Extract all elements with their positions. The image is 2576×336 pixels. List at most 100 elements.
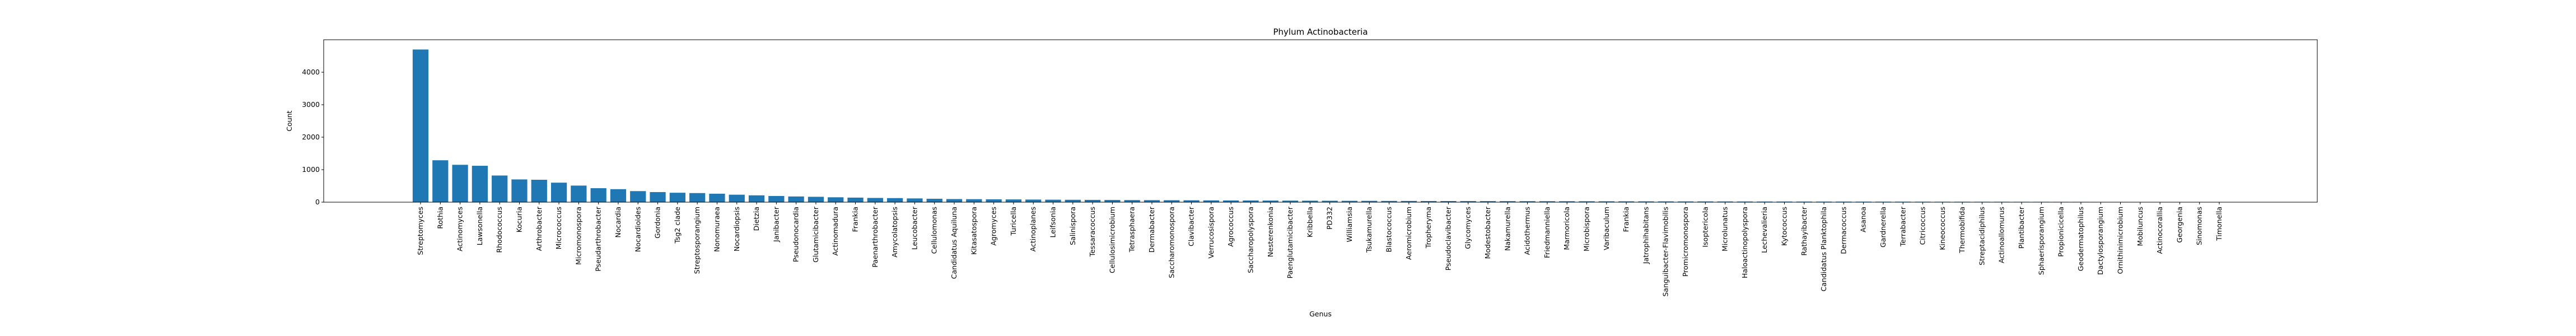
x-tick-label: Dermacoccus	[1839, 207, 1847, 254]
y-axis: 0 1000 2000 3000 4000	[302, 68, 324, 206]
x-tick-label: Microlunatus	[1721, 207, 1729, 251]
bar	[1381, 200, 1397, 202]
x-tick-label: Amycolatopsis	[890, 207, 899, 258]
x-tick-label: Dermabacter	[1147, 206, 1156, 253]
bar	[1341, 200, 1358, 202]
x-tick-label: Actinocorallia	[2155, 207, 2164, 254]
x-tick-label: Promicromonospora	[1681, 207, 1690, 277]
x-tick-label: Saccharopolyspora	[1246, 207, 1254, 273]
chart-title: Phylum Actinobacteria	[1273, 27, 1368, 37]
x-tick-label: Cellulomonas	[930, 207, 939, 254]
x-tick-label: Kineococcus	[1938, 207, 1947, 250]
bar	[808, 197, 824, 202]
x-tick-label: Nesterenkonia	[1266, 207, 1275, 257]
x-tick-label: Candidatus Planktophila	[1819, 207, 1828, 291]
bar	[768, 195, 785, 202]
x-tick-label: Microbispora	[1583, 207, 1591, 251]
bar	[1421, 200, 1437, 202]
x-tick-label: Isoptericola	[1701, 207, 1709, 248]
bar	[946, 199, 963, 202]
x-tick-label: Terrabacter	[1898, 206, 1907, 247]
x-tick-label: Candidatus Aquiluna	[950, 207, 958, 279]
x-tick-label: Actinomadura	[831, 207, 839, 256]
x-tick-label: Rhodococcus	[495, 207, 503, 253]
x-tick-label: Modestobacter	[1483, 206, 1492, 259]
x-tick-label: Micromonospora	[574, 207, 582, 265]
x-tick-label: Rathayibacter	[1800, 206, 1808, 255]
y-axis-label: Count	[285, 110, 293, 131]
bar	[867, 198, 883, 202]
bar	[788, 196, 804, 202]
bar	[1579, 201, 1595, 202]
x-tick-label: Varibaculum	[1602, 207, 1611, 250]
x-tick-label: Timonella	[2215, 207, 2223, 241]
x-tick-label: PD332	[1326, 207, 1334, 230]
x-axis: Streptomyces Rothia Actinomyces Lawsonella R…	[416, 202, 2223, 297]
x-tick-label: Propionicicella	[2057, 207, 2065, 257]
bar	[1084, 199, 1101, 202]
x-tick-label: Nonomuraea	[712, 207, 721, 252]
bar	[986, 199, 1002, 202]
x-tick-label: Jatrophihabitans	[1641, 207, 1650, 264]
bar	[1203, 200, 1219, 202]
x-tick-label: Frankia	[851, 207, 860, 232]
bar	[1282, 200, 1299, 202]
x-tick-label: Pseudonocardia	[792, 207, 800, 262]
bar	[1460, 201, 1476, 202]
y-tick-label: 1000	[302, 165, 320, 174]
x-tick-label: Plantibacter	[2017, 206, 2026, 249]
plot-frame	[323, 39, 2318, 203]
bar	[1500, 201, 1516, 202]
x-tick-label: Janibacter	[772, 206, 780, 242]
y-tick-label: 3000	[302, 100, 320, 109]
x-tick-label: Sanguibacter-Flavimobilis	[1662, 207, 1670, 297]
bar	[926, 198, 942, 202]
x-tick-label: Lawsonella	[475, 207, 484, 245]
x-tick-label: Williamsia	[1345, 207, 1354, 242]
x-tick-label: Saccharomonospora	[1167, 207, 1175, 278]
x-tick-label: Ornithinimicrobium	[2116, 207, 2125, 274]
x-tick-label: Paenglutamicibacter	[1286, 206, 1294, 278]
x-tick-label: Friedmanniella	[1543, 207, 1551, 258]
x-tick-label: Dactylosporangium	[2096, 207, 2104, 275]
x-tick-label: Mobiluncus	[2136, 207, 2144, 246]
x-tick-label: Thermobifida	[1958, 207, 1966, 254]
x-tick-label: Agromyces	[990, 207, 998, 246]
x-tick-label: Asanoa	[1859, 207, 1868, 232]
x-tick-label: Dietzia	[752, 207, 760, 231]
bar	[1223, 200, 1239, 202]
x-tick-label: Leucobacter	[910, 206, 918, 250]
bar	[1519, 201, 1536, 202]
x-tick-label: Glutamicibacter	[811, 206, 820, 263]
bar	[1401, 200, 1417, 202]
bars-group	[412, 49, 2228, 203]
x-tick-label: Lechevalieria	[1760, 207, 1768, 253]
bar	[511, 179, 528, 202]
x-tick-label: Streptacidiphilus	[1977, 207, 1986, 265]
x-tick-label: Rothia	[436, 207, 444, 229]
x-tick-label: Cellulosimicrobium	[1108, 207, 1116, 273]
bar	[1065, 199, 1081, 202]
x-tick-label: Kytococcus	[1780, 207, 1788, 246]
bar	[1045, 199, 1061, 202]
x-tick-label: Pseudarthrobacter	[594, 206, 603, 272]
x-tick-label: Gardnerella	[1879, 207, 1887, 248]
bar	[1262, 200, 1278, 202]
bar	[907, 198, 923, 202]
bar	[1164, 200, 1180, 202]
bar	[1302, 200, 1318, 202]
x-tick-label: Sinomonas	[2195, 207, 2204, 245]
y-tick-label: 2000	[302, 133, 320, 141]
bar	[1025, 199, 1042, 202]
bar	[571, 185, 587, 202]
bar	[828, 197, 844, 202]
bar	[709, 193, 725, 202]
x-tick-label: Agrococcus	[1226, 207, 1235, 247]
bar	[1440, 201, 1457, 202]
bar	[847, 197, 864, 202]
bar	[748, 195, 765, 202]
bar	[412, 49, 429, 203]
bar	[590, 188, 606, 202]
x-tick-label: Tessaracoccus	[1088, 207, 1096, 257]
